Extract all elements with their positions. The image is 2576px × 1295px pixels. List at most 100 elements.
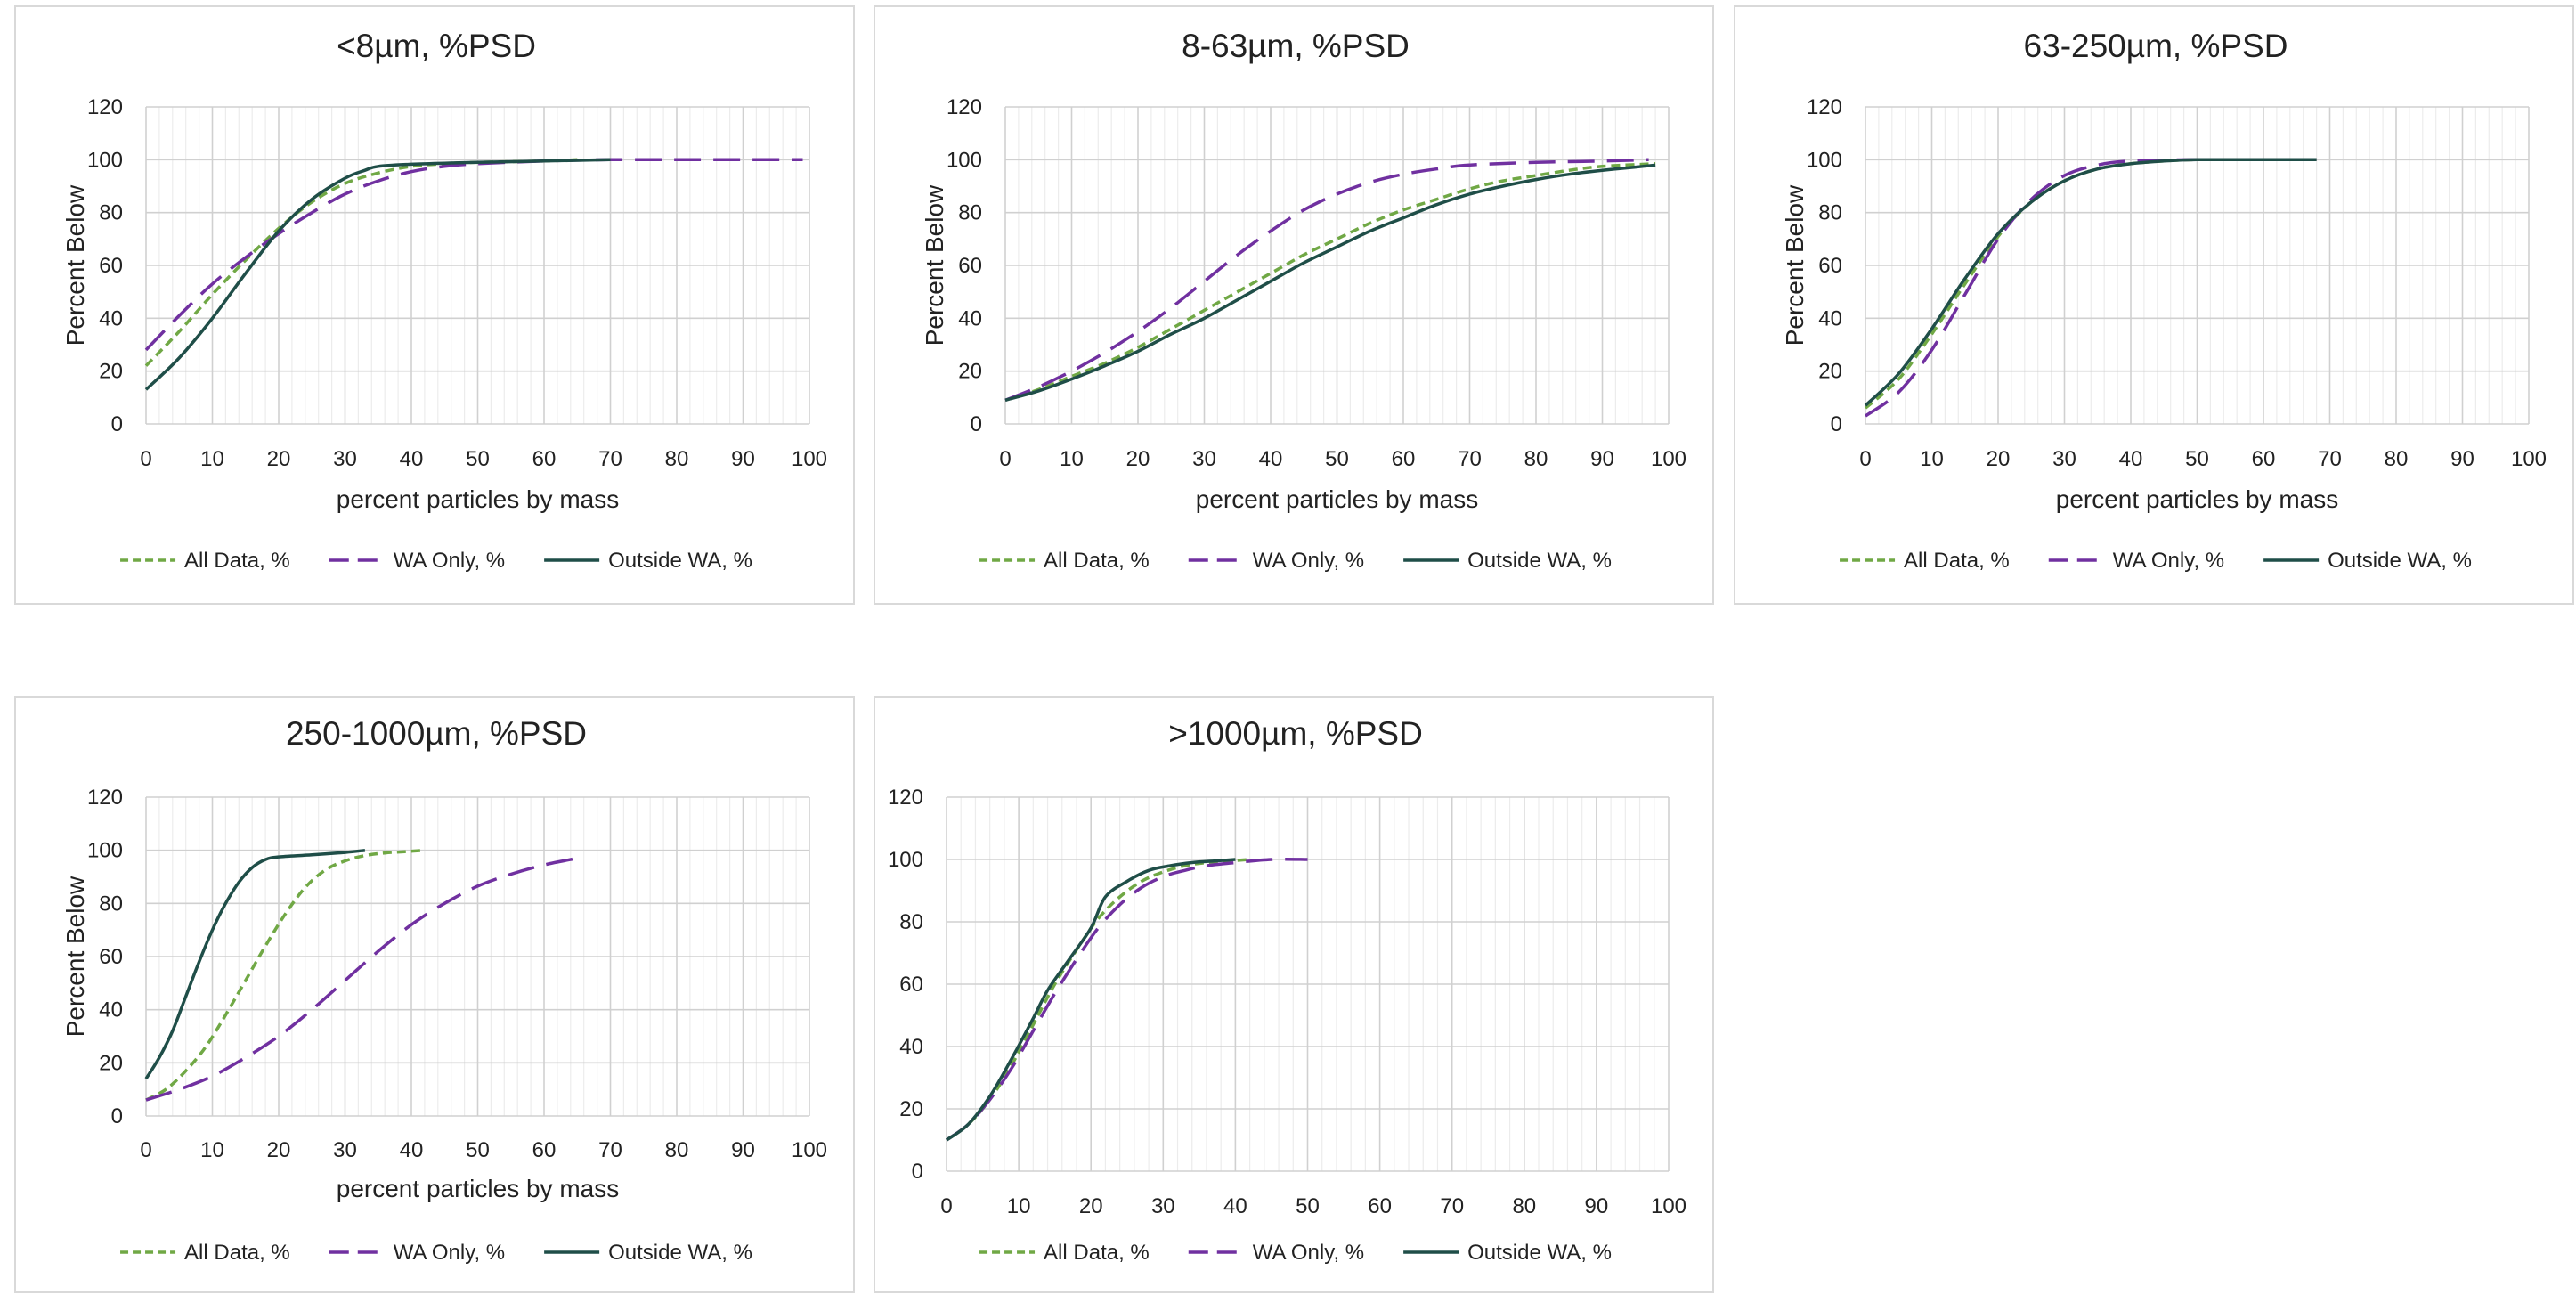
x-tick-label: 30 [1151,1194,1175,1218]
y-axis-label: Percent Below [1781,184,1808,346]
x-tick-label: 10 [200,447,224,471]
x-axis-label: percent particles by mass [2056,485,2338,513]
x-tick-label: 60 [532,1138,557,1162]
chart-svg-3: 250-1000µm, %PSD 0 20 40 60 80 100 120 0 10 20 30 40… [61,715,827,1265]
x-tick-label: 100 [1651,447,1686,471]
legend-label: WA Only, % [394,549,505,573]
y-tick-label: 20 [99,1051,123,1075]
x-tick-label: 90 [1585,1194,1609,1218]
x-tick-label: 100 [792,1138,827,1162]
x-tick-label: 40 [400,447,424,471]
x-tick-label: 10 [1060,447,1084,471]
x-tick-label: 70 [598,447,622,471]
y-tick-label: 100 [87,148,123,172]
y-tick-label: 60 [958,254,982,278]
x-tick-label: 80 [665,447,689,471]
y-axis-label: Percent Below [61,184,89,346]
series-line-outside-wa [1004,163,1656,402]
x-tick-label: 60 [532,447,557,471]
chart-title: 8-63µm, %PSD [1182,28,1410,64]
y-tick-label: 20 [1818,360,1842,384]
x-tick-label: 100 [792,447,827,471]
y-tick-label: 0 [111,412,123,436]
chart-panel-2: 63-250µm, %PSD 0 20 40 60 80 100 120 0 10 20 30 40 50… [1734,5,2574,605]
y-tick-label: 60 [1818,254,1842,278]
legend: All Data, % WA Only, % Outside WA, % [979,549,1612,573]
chart-svg-2: 63-250µm, %PSD 0 20 40 60 80 100 120 0 10 20 30 40 50… [1781,28,2547,573]
x-tick-label: 50 [466,447,490,471]
chart-title: 63-250µm, %PSD [2024,28,2288,64]
x-tick-label: 20 [1126,447,1150,471]
y-axis-label: Percent Below [61,876,89,1037]
x-tick-label: 90 [731,1138,755,1162]
x-tick-label: 10 [1920,447,1944,471]
legend-label: All Data, % [184,549,290,573]
chart-panel-1: 8-63µm, %PSD 0 20 40 60 80 100 120 0 10 20 30 40 50 60… [874,5,1714,605]
legend: All Data, % WA Only, % Outside WA, % [120,549,752,573]
chart-title: 250-1000µm, %PSD [286,715,587,752]
legend-label: Outside WA, % [1467,549,1612,573]
y-tick-label: 100 [888,848,923,872]
x-tick-label: 10 [1007,1194,1031,1218]
x-tick-label: 0 [140,1138,151,1162]
x-tick-label: 80 [1512,1194,1536,1218]
y-tick-label: 120 [87,786,123,810]
y-tick-label: 0 [111,1104,123,1128]
series-line-wa-only [144,158,803,352]
series-line-outside-wa [1864,158,2317,407]
y-tick-label: 40 [899,1035,923,1059]
chart-title: >1000µm, %PSD [1168,715,1423,752]
legend-label: All Data, % [1044,1241,1150,1265]
gridlines [1865,106,2530,425]
x-tick-label: 40 [1259,447,1283,471]
y-tick-label: 40 [99,306,123,330]
legend: All Data, % WA Only, % Outside WA, % [1840,549,2472,573]
y-tick-label: 80 [958,201,982,225]
y-tick-label: 0 [971,412,982,436]
gridlines [946,796,1670,1172]
y-tick-label: 80 [1818,201,1842,225]
x-tick-label: 40 [1223,1194,1247,1218]
x-tick-label: 80 [2385,447,2409,471]
y-tick-label: 100 [87,839,123,863]
series-line-wa-only [145,856,578,1102]
x-tick-label: 20 [1987,447,2011,471]
y-tick-label: 20 [99,360,123,384]
x-tick-label: 50 [2185,447,2209,471]
x-axis-label: percent particles by mass [337,1175,619,1202]
legend-label: Outside WA, % [2328,549,2472,573]
y-tick-label: 80 [99,892,123,916]
x-tick-label: 30 [2052,447,2076,471]
x-tick-label: 0 [140,447,151,471]
series-line-all-data [145,848,425,1102]
y-tick-label: 100 [947,148,982,172]
x-tick-label: 60 [1392,447,1416,471]
gridlines [145,796,810,1117]
y-tick-label: 120 [1807,95,1842,119]
x-tick-label: 60 [2252,447,2276,471]
y-tick-label: 20 [899,1097,923,1121]
x-tick-label: 100 [2511,447,2547,471]
y-tick-label: 60 [899,973,923,997]
legend-label: All Data, % [1044,549,1150,573]
legend-label: Outside WA, % [608,549,752,573]
y-tick-label: 0 [1831,412,1842,436]
legend-label: Outside WA, % [608,1241,752,1265]
y-tick-label: 0 [912,1160,923,1184]
y-tick-label: 120 [87,95,123,119]
x-tick-label: 0 [940,1194,952,1218]
series-line-outside-wa [144,158,611,391]
x-tick-label: 20 [1079,1194,1103,1218]
y-tick-label: 80 [99,201,123,225]
x-tick-label: 80 [1524,447,1548,471]
chart-svg-0: <8µm, %PSD 0 20 40 60 80 100 120 0 10 20 30 40 50 60 70… [61,28,827,573]
series-line-wa-only [1864,158,2317,418]
y-tick-label: 60 [99,945,123,969]
y-tick-label: 40 [1818,306,1842,330]
x-axis-label: percent particles by mass [337,485,619,513]
legend-label: WA Only, % [1253,1241,1364,1265]
series-line-wa-only [945,857,1308,1142]
y-tick-label: 100 [1807,148,1842,172]
y-tick-label: 80 [899,910,923,934]
gridlines [145,106,810,425]
